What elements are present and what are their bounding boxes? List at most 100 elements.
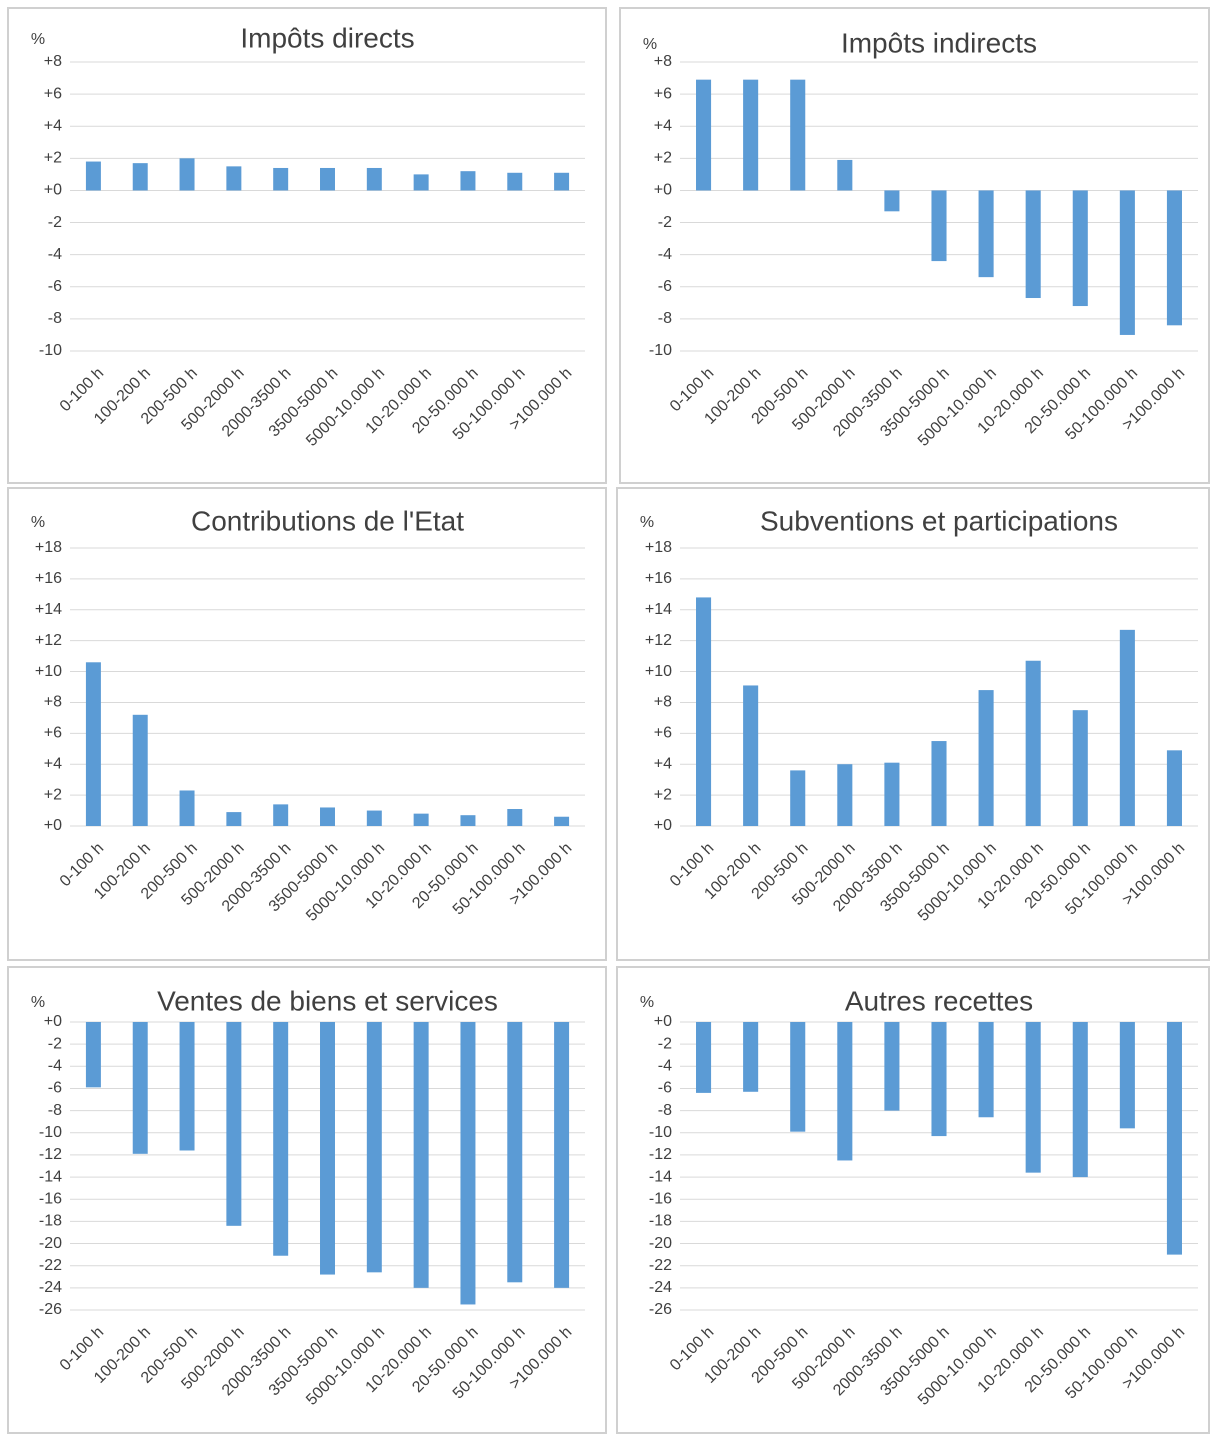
chart: Ventes de biens et services% +0 -2 -4 -6 -8 -1… (7, 966, 607, 1434)
bar (931, 741, 947, 826)
y-axis-label: % (640, 514, 654, 531)
bar (1025, 1022, 1041, 1173)
bar (884, 1022, 900, 1111)
y-tick-label: -10 (649, 1124, 672, 1141)
bar (1166, 750, 1182, 826)
y-tick-label: +6 (654, 85, 672, 102)
y-tick-label: +6 (44, 725, 62, 742)
y-tick-label: +4 (44, 755, 62, 772)
y-tick-label: -16 (39, 1190, 62, 1207)
y-tick-label: -26 (649, 1301, 672, 1318)
y-tick-label: -12 (39, 1146, 62, 1163)
bar (1025, 660, 1041, 826)
y-axis-label: % (31, 514, 45, 531)
y-tick-label: +16 (35, 570, 62, 587)
bar (226, 1022, 242, 1226)
chart: Autres recettes%+0 -2 -4 -6 -8 -10 -12 -14 -16 -1… (616, 966, 1210, 1434)
bar (273, 167, 289, 191)
y-tick-label: -22 (39, 1257, 62, 1274)
y-axis-label: % (640, 994, 654, 1011)
bar (696, 79, 712, 191)
y-tick-label: +2 (654, 150, 672, 167)
y-tick-label: +6 (654, 725, 672, 742)
bar (507, 809, 523, 826)
y-tick-label: -20 (39, 1235, 62, 1252)
bar (837, 1022, 853, 1161)
y-tick-label: -8 (48, 1102, 62, 1119)
y-axis-label: % (31, 31, 45, 48)
y-tick-label: -26 (39, 1301, 62, 1318)
y-tick-label: -18 (39, 1213, 62, 1230)
bar (132, 1022, 148, 1154)
y-tick-label: +0 (654, 1013, 672, 1030)
y-tick-label: +2 (654, 786, 672, 803)
y-tick-label: -2 (48, 1035, 62, 1052)
y-tick-label: -2 (48, 214, 62, 231)
bar (507, 172, 523, 191)
chart: Impôts indirects%+8+6+4+2+0-2-4-6-8-100-… (619, 7, 1210, 484)
bar (931, 190, 947, 262)
bar (320, 1022, 335, 1275)
y-tick-label: -14 (649, 1168, 672, 1185)
chart-title: Impôts indirects (841, 27, 1037, 58)
y-tick-label: -6 (658, 278, 672, 295)
y-tick-label: +10 (35, 663, 62, 680)
bar (85, 1022, 101, 1088)
y-tick-label: -10 (649, 342, 672, 359)
bar (1119, 629, 1135, 826)
panel-border (7, 7, 607, 484)
y-tick-label: -4 (658, 1058, 672, 1075)
chart: Contributions de l'Etat% +18 +16 +14 +12 +10 +… (7, 487, 607, 961)
bar (366, 1022, 382, 1273)
bar (790, 1022, 806, 1132)
bar (413, 813, 429, 826)
y-tick-label: -6 (658, 1080, 672, 1097)
chart-title: Ventes de biens et services (157, 985, 498, 1016)
bar (366, 167, 382, 191)
bar (837, 159, 853, 191)
chart-title: Impôts directs (240, 22, 414, 53)
bar (132, 163, 148, 191)
bar (226, 166, 242, 191)
y-tick-label: -6 (48, 1080, 62, 1097)
y-tick-label: -2 (658, 214, 672, 231)
y-tick-label: +4 (44, 117, 62, 134)
bar (179, 790, 195, 826)
y-tick-label: +6 (44, 85, 62, 102)
bar (554, 1022, 570, 1288)
y-tick-label: +0 (654, 817, 672, 834)
y-tick-label: -4 (48, 246, 62, 263)
y-tick-label: -18 (649, 1213, 672, 1230)
y-tick-label: +18 (35, 539, 62, 556)
y-tick-label: -8 (48, 310, 62, 327)
bar (696, 1022, 712, 1093)
y-tick-label: +8 (654, 53, 672, 70)
y-tick-label: +4 (654, 755, 672, 772)
bar (320, 807, 335, 826)
y-tick-label: +2 (44, 786, 62, 803)
bar (554, 816, 570, 826)
y-axis-label: % (31, 994, 45, 1011)
y-tick-label: +10 (645, 663, 672, 680)
y-tick-label: +14 (645, 601, 672, 618)
y-tick-label: +2 (44, 150, 62, 167)
y-tick-label: -20 (649, 1235, 672, 1252)
y-tick-label: -22 (649, 1257, 672, 1274)
bar (1072, 710, 1088, 826)
bar (132, 714, 148, 826)
bar (1166, 1022, 1182, 1255)
bar (1025, 190, 1041, 299)
bar (273, 804, 289, 826)
y-tick-label: -2 (658, 1035, 672, 1052)
bar (931, 1022, 947, 1137)
bar (320, 167, 335, 191)
y-tick-label: +4 (654, 117, 672, 134)
bar (226, 812, 242, 826)
y-tick-label: -16 (649, 1190, 672, 1207)
y-tick-label: +8 (44, 53, 62, 70)
bar (554, 172, 570, 191)
bar (743, 1022, 759, 1092)
bar (273, 1022, 289, 1256)
bar (978, 1022, 994, 1118)
